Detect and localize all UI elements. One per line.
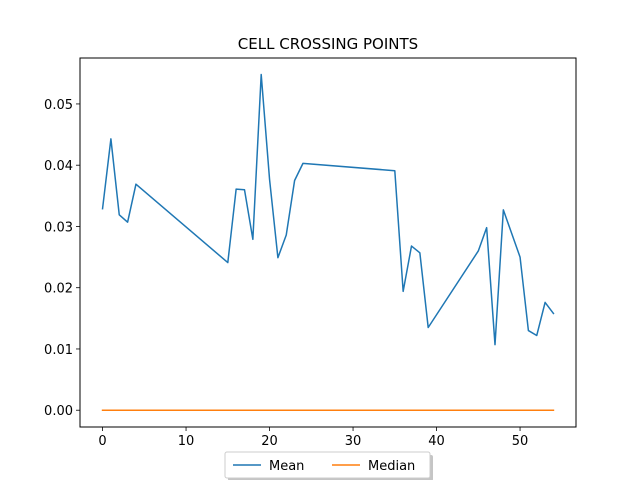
plot-area <box>79 57 577 428</box>
legend: Mean Median <box>224 451 433 480</box>
series-layer <box>101 73 555 411</box>
x-tick-label: 0 <box>98 434 106 449</box>
x-tick-label: 50 <box>512 434 529 449</box>
legend-label-median: Median <box>368 459 415 474</box>
y-tick-label: 0.00 <box>44 404 73 419</box>
axes-frame <box>79 57 577 428</box>
y-axis: 0.00 0.01 0.02 0.03 0.04 0.05 <box>44 98 80 419</box>
x-axis: 0 10 20 30 40 50 <box>98 427 528 449</box>
y-tick-label: 0.04 <box>44 159 73 174</box>
legend-box <box>224 451 431 479</box>
x-tick-label: 40 <box>428 434 445 449</box>
series-line-mean <box>101 73 555 346</box>
x-tick-label: 10 <box>178 434 195 449</box>
y-tick-label: 0.01 <box>44 343 73 358</box>
y-tick-label: 0.05 <box>44 98 73 113</box>
x-tick-label: 20 <box>261 434 278 449</box>
legend-label-mean: Mean <box>269 459 304 474</box>
y-tick-label: 0.02 <box>44 282 73 297</box>
x-tick-label: 30 <box>345 434 362 449</box>
y-tick-label: 0.03 <box>44 220 73 235</box>
chart-title: CELL CROSSING POINTS <box>238 35 418 53</box>
